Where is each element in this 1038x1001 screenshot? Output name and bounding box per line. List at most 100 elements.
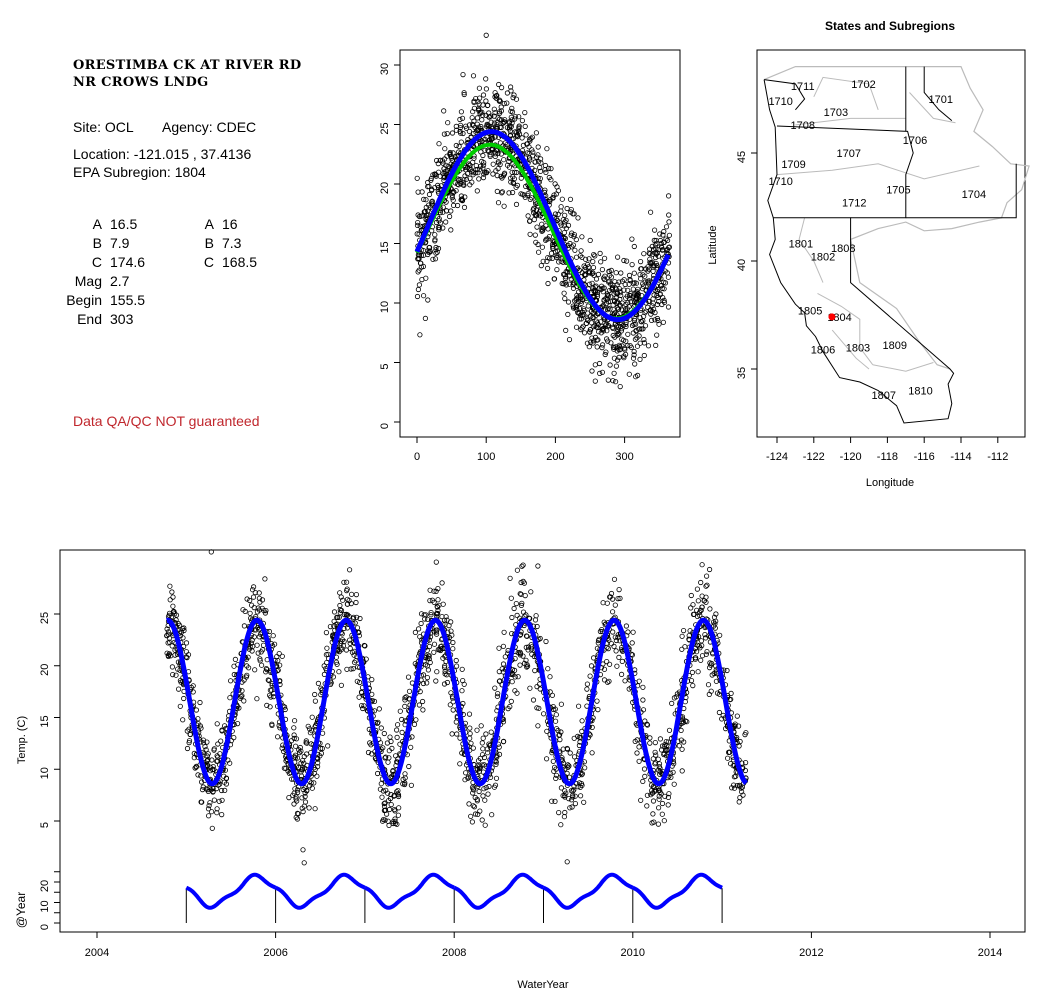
data-point — [644, 721, 650, 727]
data-point — [307, 730, 313, 736]
subregion-label: 1708 — [791, 120, 815, 132]
data-point — [421, 209, 427, 215]
data-point — [529, 195, 535, 201]
data-point — [291, 725, 297, 731]
data-point — [564, 745, 570, 752]
data-point — [260, 642, 267, 648]
data-point — [515, 674, 521, 680]
data-point — [301, 860, 307, 866]
data-point — [590, 258, 596, 265]
data-point — [207, 800, 213, 806]
data-point — [640, 707, 647, 713]
data-point — [623, 308, 629, 314]
data-point — [594, 344, 600, 350]
data-point — [217, 781, 223, 787]
data-point — [597, 628, 604, 635]
data-point — [199, 779, 205, 785]
data-point — [348, 591, 355, 597]
data-point — [227, 695, 233, 701]
data-point — [626, 272, 633, 278]
data-point — [488, 134, 494, 140]
data-point — [431, 588, 437, 594]
data-point — [708, 688, 714, 694]
data-point — [606, 678, 612, 684]
data-point — [266, 628, 272, 635]
data-point — [219, 787, 225, 794]
data-point — [337, 590, 343, 596]
data-point — [488, 119, 494, 125]
data-point — [475, 762, 481, 769]
data-point — [579, 718, 585, 724]
data-point — [652, 309, 658, 316]
data-point — [428, 609, 434, 616]
data-point — [420, 293, 427, 299]
data-point — [596, 360, 603, 367]
data-point — [670, 769, 676, 775]
data-point — [611, 576, 618, 582]
data-point — [629, 322, 636, 329]
data-point — [244, 596, 250, 602]
data-point — [170, 671, 176, 678]
data-point — [524, 141, 531, 147]
data-point — [655, 821, 662, 827]
data-point — [571, 783, 577, 789]
data-point — [433, 559, 439, 565]
data-point — [176, 686, 182, 692]
data-point — [470, 73, 477, 79]
data-point — [433, 244, 439, 251]
data-point — [581, 311, 587, 318]
data-point — [302, 793, 308, 800]
data-point — [397, 708, 403, 714]
data-point — [369, 751, 375, 757]
data-point — [222, 723, 228, 729]
data-point — [454, 202, 461, 209]
data-point — [214, 810, 220, 816]
data-point — [603, 295, 609, 302]
data-point — [218, 738, 224, 744]
data-point — [467, 175, 473, 181]
data-point — [337, 607, 343, 613]
data-point — [425, 184, 431, 190]
data-point — [641, 340, 648, 346]
data-point — [381, 730, 387, 737]
data-point — [703, 583, 709, 589]
data-point — [251, 604, 257, 611]
subregion-boundary — [872, 362, 934, 372]
data-point — [483, 731, 489, 737]
data-point — [266, 677, 272, 684]
data-point — [446, 213, 453, 220]
data-point — [527, 231, 533, 237]
data-point — [491, 784, 497, 790]
data-point — [470, 109, 476, 115]
data-point — [571, 211, 577, 217]
data-point — [530, 697, 537, 703]
data-point — [640, 283, 647, 289]
data-point — [562, 272, 568, 278]
data-point — [520, 609, 527, 615]
data-point — [557, 736, 563, 743]
data-point — [555, 253, 561, 259]
data-point — [441, 108, 447, 114]
data-point — [247, 597, 253, 604]
data-point — [678, 727, 684, 734]
data-point — [535, 249, 542, 255]
data-point — [344, 666, 350, 672]
data-point — [413, 717, 419, 723]
data-point — [459, 688, 465, 694]
data-point — [394, 722, 401, 728]
data-point — [639, 286, 646, 292]
data-point — [425, 297, 431, 303]
data-point — [385, 790, 391, 796]
data-point — [656, 321, 662, 327]
data-point — [437, 647, 444, 654]
data-point — [640, 697, 646, 703]
data-point — [663, 236, 669, 242]
data-point — [269, 721, 275, 727]
data-point — [641, 251, 647, 257]
data-point — [409, 734, 415, 740]
data-point — [519, 563, 525, 569]
data-point — [393, 789, 400, 795]
data-point — [632, 361, 638, 367]
data-point — [593, 276, 600, 282]
data-point — [423, 197, 429, 203]
